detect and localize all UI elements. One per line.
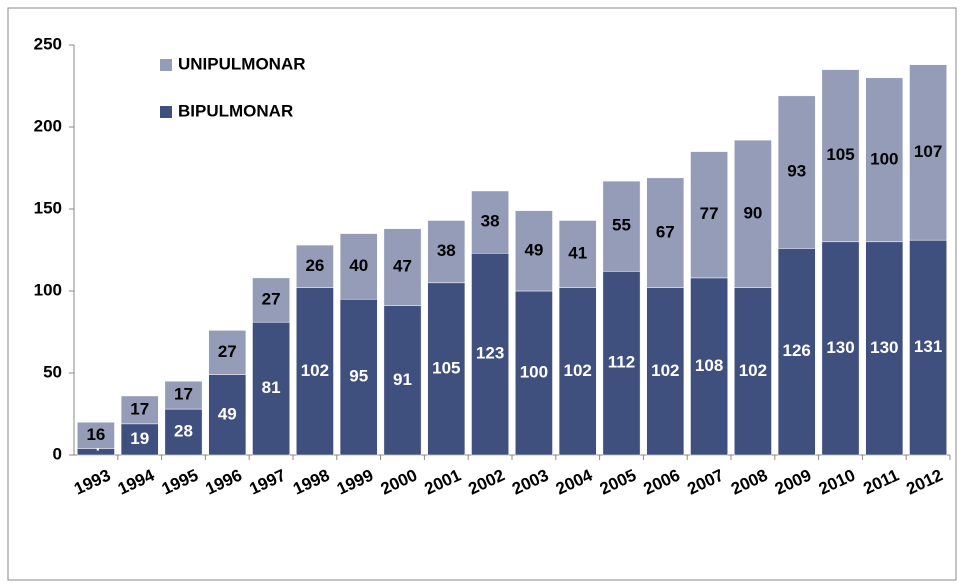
bar-segment <box>164 380 203 410</box>
y-tick-label: 50 <box>43 362 62 381</box>
bar-segment <box>602 180 641 272</box>
value-label: 131 <box>914 337 942 356</box>
value-label: 95 <box>349 367 368 386</box>
y-tick-label: 100 <box>34 280 62 299</box>
bar-segment <box>909 64 947 241</box>
value-label: 91 <box>393 370 412 389</box>
bar-segment <box>558 220 597 288</box>
value-label: 19 <box>130 429 149 448</box>
bar-segment <box>602 271 641 456</box>
value-label: 102 <box>301 361 329 380</box>
value-label: 107 <box>914 142 942 161</box>
value-label: 38 <box>481 212 500 231</box>
bar-segment <box>777 248 816 456</box>
value-label: 108 <box>695 356 723 375</box>
value-label: 100 <box>520 362 548 381</box>
value-label: 41 <box>568 244 587 263</box>
bar-segment <box>120 395 159 425</box>
value-label: 17 <box>130 399 149 418</box>
bar-segment <box>164 408 203 456</box>
value-label: 102 <box>564 361 592 380</box>
bar-segment <box>690 151 728 279</box>
value-label: 105 <box>432 358 460 377</box>
bar-segment <box>865 241 904 456</box>
bar-segment <box>339 233 378 300</box>
bar-segment <box>427 220 466 284</box>
value-label: 27 <box>262 290 281 309</box>
value-label: 93 <box>787 162 806 181</box>
value-label: 49 <box>524 240 543 259</box>
value-label: 67 <box>656 222 675 241</box>
bar-segment <box>821 241 860 456</box>
bar-segment <box>383 228 422 307</box>
bar-segment <box>296 244 334 288</box>
bar-segment <box>339 298 378 456</box>
bar-segment <box>558 287 597 456</box>
bar-segment <box>515 290 553 456</box>
bar-segment <box>646 177 685 288</box>
value-label: 81 <box>262 378 281 397</box>
bar-segment <box>471 190 509 254</box>
bar-segment <box>77 421 115 449</box>
value-label: 90 <box>743 203 762 222</box>
value-label: 130 <box>870 338 898 357</box>
bar-segment <box>120 423 159 456</box>
y-tick-label: 200 <box>34 116 62 135</box>
bar-segment <box>734 139 772 288</box>
y-tick-label: 150 <box>34 198 62 217</box>
bar-segment <box>252 277 290 323</box>
bar-segment <box>208 330 247 375</box>
bar-segment <box>646 287 685 456</box>
bar-segment <box>471 253 509 456</box>
bar-segment <box>515 210 553 292</box>
value-label: 55 <box>612 216 631 235</box>
bar-segment <box>383 305 422 456</box>
y-tick-label: 0 <box>53 444 62 463</box>
bar-segment <box>777 95 816 249</box>
bar-segment <box>690 277 728 456</box>
value-label: 49 <box>218 404 237 423</box>
legend-swatch <box>160 106 172 118</box>
bar-segment <box>734 287 772 456</box>
value-label: 100 <box>870 149 898 168</box>
value-label: 130 <box>826 338 854 357</box>
value-label: 26 <box>305 256 324 275</box>
value-label: 27 <box>218 342 237 361</box>
legend-label: BIPULMONAR <box>178 101 293 120</box>
legend-swatch <box>160 59 172 71</box>
value-label: 126 <box>783 341 811 360</box>
y-tick-label: 250 <box>34 34 62 53</box>
value-label: 77 <box>700 204 719 223</box>
value-label: 105 <box>826 145 854 164</box>
value-label: 16 <box>86 425 105 444</box>
value-label: 112 <box>608 353 635 372</box>
value-label: 28 <box>174 422 193 441</box>
bar-segment <box>252 321 290 456</box>
bar-segment <box>208 374 247 456</box>
value-label: 38 <box>437 241 456 260</box>
bar-segment <box>865 77 904 243</box>
bar-segment <box>909 239 947 456</box>
value-label: 40 <box>349 256 368 275</box>
bar-segment <box>296 287 334 456</box>
value-label: 102 <box>739 361 767 380</box>
bar-segment <box>427 282 466 456</box>
value-label: 102 <box>651 361 679 380</box>
value-label: 17 <box>174 385 193 404</box>
value-label: 123 <box>476 344 504 363</box>
value-label: 47 <box>393 257 412 276</box>
legend-label: UNIPULMONAR <box>178 54 306 73</box>
bar-segment <box>821 69 860 243</box>
